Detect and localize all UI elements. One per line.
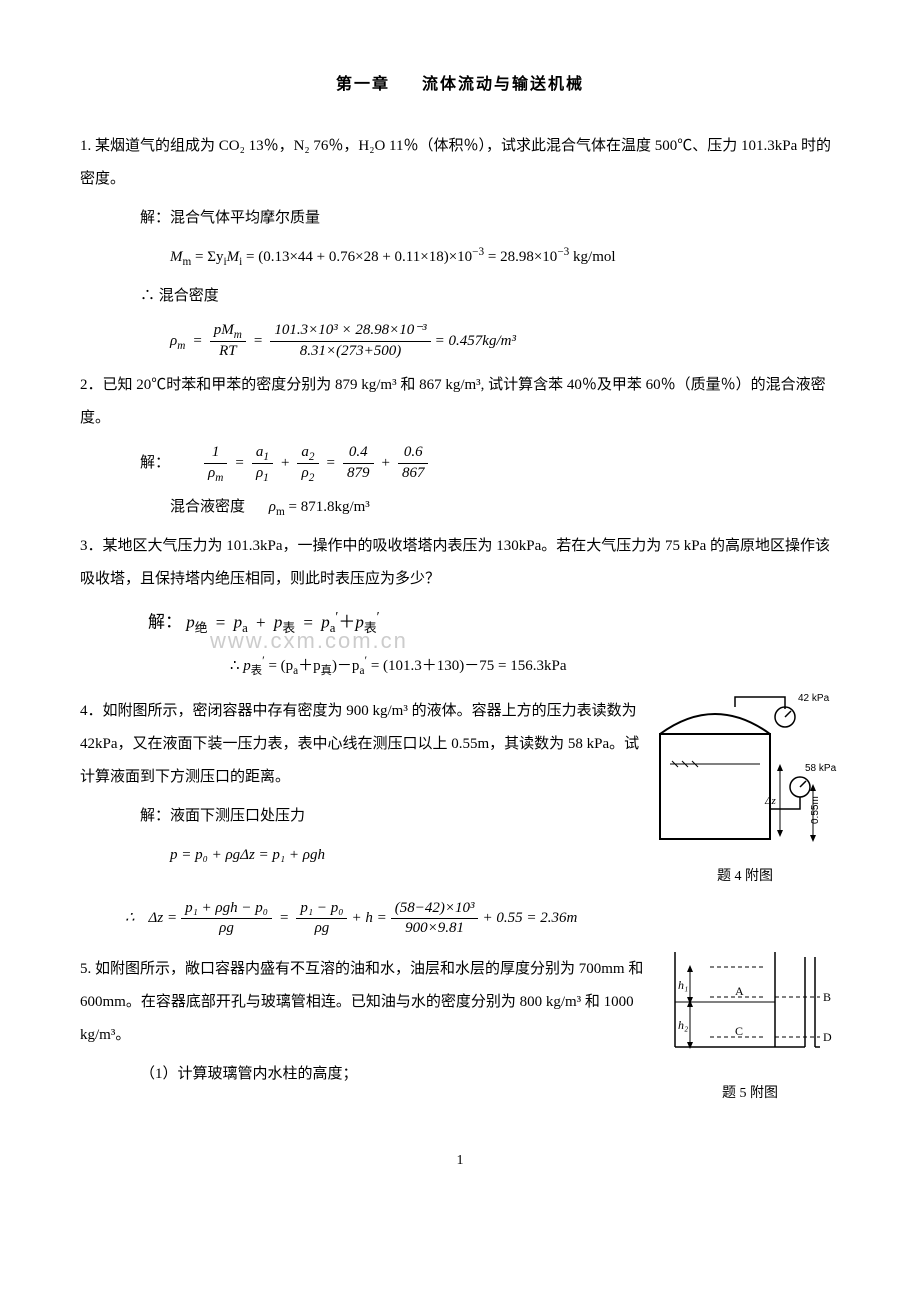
q5-figure: h₁ h₂ A C B D 题 5 附图 bbox=[660, 947, 840, 1108]
q1-eq-Mm: Mm = ΣyiMi = (0.13×44 + 0.76×28 + 0.11×1… bbox=[170, 241, 840, 274]
q5-fig-h1: h₁ bbox=[678, 978, 688, 992]
q1-eq-rho: ρm = pMm RT = 101.3×10³ × 28.98×10⁻³ 8.3… bbox=[170, 321, 840, 361]
title-part2: 流体流动与输送机械 bbox=[422, 76, 584, 93]
q3-text: 3．某地区大气压力为 101.3kPa，一操作中的吸收塔塔内表压为 130kPa… bbox=[80, 530, 840, 596]
q3-eq1: 解： p绝 = pa + p表 = pa′＋p表′ bbox=[148, 602, 840, 641]
q2-eq: 解： 1 ρm = a1 ρ1 + a2 ρ2 = 0.4 879 + 0.6 … bbox=[140, 443, 840, 483]
q2-result: 混合液密度 ρm = 871.8kg/m³ bbox=[170, 491, 840, 524]
q5-fig-h2: h₂ bbox=[678, 1018, 688, 1032]
q1-solution-label: 解：混合气体平均摩尔质量 bbox=[140, 202, 840, 235]
q4-eq2: ∴ Δz = p₁ + ρgh − p₀ ρg = p₁ − p₀ ρg + h… bbox=[125, 899, 840, 939]
title-part1: 第一章 bbox=[336, 76, 390, 93]
q5-fig-B: B bbox=[823, 990, 831, 1004]
q5-fig-D: D bbox=[823, 1030, 832, 1044]
q5-fig-A: A bbox=[735, 984, 744, 998]
page-number: 1 bbox=[80, 1148, 840, 1175]
q5-caption: 题 5 附图 bbox=[660, 1081, 840, 1108]
q4-fig-42kpa: 42 kPa bbox=[798, 693, 830, 704]
q4-caption: 题 4 附图 bbox=[650, 864, 840, 891]
q2-text: 2．已知 20℃时苯和甲苯的密度分别为 879 kg/m³ 和 867 kg/m… bbox=[80, 369, 840, 435]
q4-fig-h: 0.55m bbox=[810, 797, 821, 825]
q1-text: 1. 某烟道气的组成为 CO₂ 13％，N₂ 76％，H₂O 11％（体积％），… bbox=[80, 130, 840, 196]
q1-hence: ∴ 混合密度 bbox=[140, 280, 840, 313]
chapter-title: 第一章 流体流动与输送机械 bbox=[80, 70, 840, 100]
q3-eq2: ∴ p表′ = (pa＋p真)－pa′ = (101.3＋130)－75 = 1… bbox=[230, 647, 840, 683]
q4-figure: 42 kPa 58 kPa Δz 0.55m 题 4 附图 bbox=[650, 689, 840, 890]
q5-fig-C: C bbox=[735, 1024, 743, 1038]
q4-fig-58kpa: 58 kPa bbox=[805, 763, 837, 774]
q4-fig-dz: Δz bbox=[764, 795, 776, 807]
